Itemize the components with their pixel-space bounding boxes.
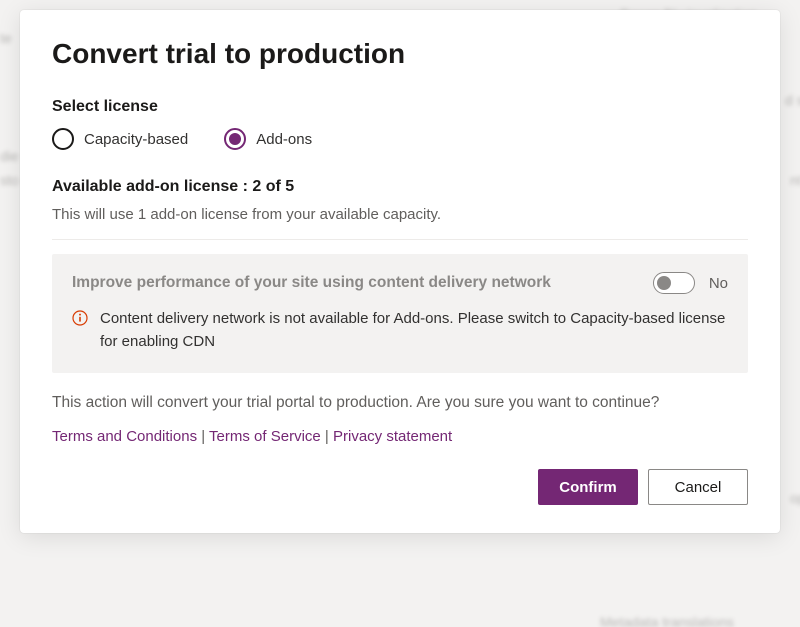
available-license-count: Available add-on license : 2 of 5 [52, 178, 748, 196]
info-warning-icon [72, 310, 88, 331]
dialog-title: Convert trial to production [52, 38, 748, 70]
link-separator: | [197, 428, 209, 445]
convert-trial-dialog: Convert trial to production Select licen… [20, 10, 780, 533]
cdn-panel-title: Improve performance of your site using c… [72, 274, 639, 292]
cdn-warning-text: Content delivery network is not availabl… [100, 308, 728, 353]
radio-label: Add-ons [256, 131, 312, 148]
confirm-button[interactable]: Confirm [538, 469, 638, 505]
radio-icon [224, 128, 246, 150]
terms-of-service-link[interactable]: Terms of Service [209, 428, 321, 445]
privacy-statement-link[interactable]: Privacy statement [333, 428, 452, 445]
cdn-info-panel: Improve performance of your site using c… [52, 254, 748, 373]
confirmation-text: This action will convert your trial port… [52, 391, 748, 414]
radio-dot-icon [229, 133, 241, 145]
terms-and-conditions-link[interactable]: Terms and Conditions [52, 428, 197, 445]
cdn-toggle[interactable] [653, 272, 695, 294]
cdn-toggle-state: No [709, 275, 728, 292]
license-radio-group: Capacity-based Add-ons [52, 128, 748, 150]
radio-capacity-based[interactable]: Capacity-based [52, 128, 188, 150]
link-separator: | [321, 428, 333, 445]
radio-add-ons[interactable]: Add-ons [224, 128, 312, 150]
toggle-knob-icon [657, 276, 671, 290]
license-usage-description: This will use 1 add-on license from your… [52, 206, 748, 223]
legal-links: Terms and Conditions | Terms of Service … [52, 428, 748, 445]
radio-icon [52, 128, 74, 150]
select-license-label: Select license [52, 98, 748, 116]
dialog-button-row: Confirm Cancel [52, 469, 748, 505]
cancel-button[interactable]: Cancel [648, 469, 748, 505]
divider [52, 239, 748, 240]
radio-label: Capacity-based [84, 131, 188, 148]
